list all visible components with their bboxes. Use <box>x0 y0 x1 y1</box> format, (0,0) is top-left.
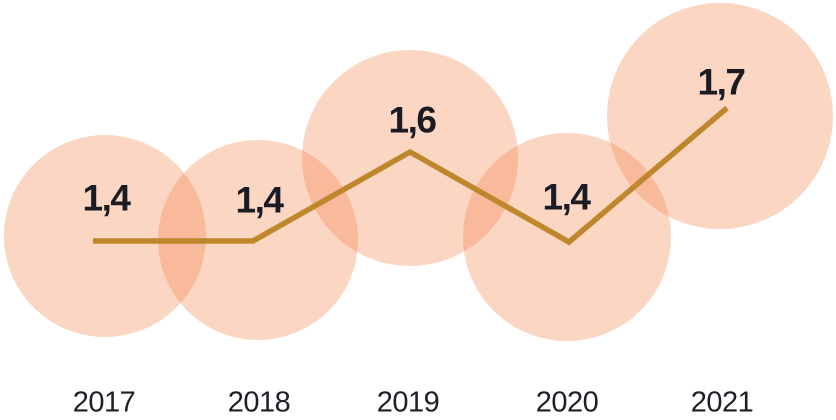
bubble-2019 <box>302 50 518 266</box>
bubble-group <box>4 3 833 341</box>
bubble-2020 <box>463 133 671 341</box>
value-label-2019: 1,6 <box>388 99 437 141</box>
x-tick-label-2019: 2019 <box>376 386 440 419</box>
x-tick-label-2020: 2020 <box>535 386 599 419</box>
bubble-2017 <box>4 135 206 337</box>
x-tick-label-2018: 2018 <box>227 386 291 419</box>
x-tick-label-2017: 2017 <box>72 386 136 419</box>
value-label-2021: 1,7 <box>697 61 746 103</box>
value-label-2018: 1,4 <box>235 179 284 221</box>
trend-line <box>93 105 729 246</box>
value-label-2017: 1,4 <box>82 177 131 219</box>
value-label-2020: 1,4 <box>542 176 591 218</box>
x-tick-label-2021: 2021 <box>690 386 754 419</box>
